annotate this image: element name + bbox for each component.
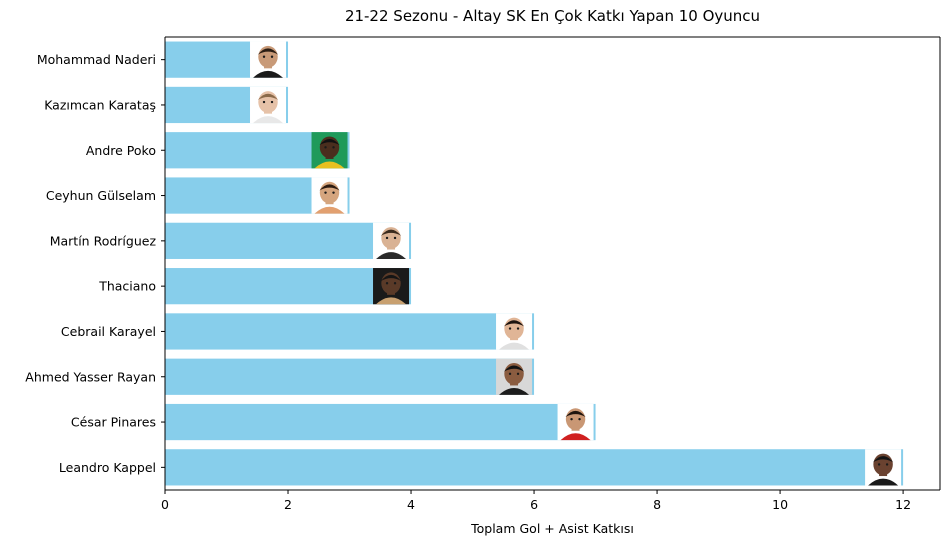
x-axis-ticks: 0 2 4 6 8 10 12 bbox=[161, 490, 911, 512]
photo-hair bbox=[380, 229, 402, 236]
player-photo-3 bbox=[311, 132, 348, 169]
player-photo-2 bbox=[250, 86, 287, 124]
x-axis-label: Toplam Gol + Asist Katkısı bbox=[470, 521, 634, 536]
x-tick-label: 4 bbox=[407, 497, 415, 512]
player-photo-4 bbox=[311, 177, 348, 214]
x-tick-label: 10 bbox=[772, 497, 788, 512]
photo-hair bbox=[873, 456, 894, 463]
photo-shirt bbox=[560, 433, 591, 441]
bar-7 bbox=[165, 313, 535, 350]
y-tick-label: Mohammad Naderi bbox=[37, 52, 156, 67]
y-tick-label: Leandro Kappel bbox=[59, 460, 156, 475]
bar-10 bbox=[165, 449, 904, 486]
player-photo-1 bbox=[250, 41, 287, 78]
x-tick-label: 0 bbox=[161, 497, 169, 512]
photo-eye-left bbox=[324, 146, 327, 149]
photo-eye-right bbox=[332, 191, 335, 194]
photo-eye-right bbox=[516, 327, 520, 330]
photo-eye-left bbox=[877, 463, 881, 466]
photo-eye-right bbox=[885, 463, 889, 466]
photo-eye-right bbox=[516, 372, 520, 376]
bar-5 bbox=[165, 222, 412, 259]
photo-eye-right bbox=[270, 100, 274, 104]
bar-6 bbox=[165, 268, 412, 305]
photo-eye-left bbox=[385, 282, 389, 285]
photo-hair bbox=[503, 320, 525, 327]
photo-hair bbox=[565, 410, 586, 417]
photo-hair bbox=[380, 274, 402, 282]
player-photo-7 bbox=[496, 313, 533, 350]
photo-shirt bbox=[253, 116, 284, 124]
photo-eye-right bbox=[578, 417, 581, 421]
photo-eye-left bbox=[385, 236, 389, 240]
photo-eye-right bbox=[270, 55, 274, 58]
photo-hair bbox=[503, 365, 525, 372]
axes-layer bbox=[164, 36, 941, 491]
photo-shirt bbox=[499, 387, 530, 395]
player-photo-6 bbox=[373, 268, 410, 305]
y-tick-label: Kazımcan Karataş bbox=[44, 97, 156, 112]
x-tick-label: 2 bbox=[284, 497, 292, 512]
photo-shirt bbox=[376, 252, 407, 259]
photo-shirt bbox=[314, 206, 345, 214]
photo-eye-left bbox=[324, 191, 327, 194]
photo-hair bbox=[257, 48, 279, 55]
y-tick-label: César Pinares bbox=[71, 415, 156, 430]
player-photo-5 bbox=[373, 222, 410, 259]
bar-8 bbox=[165, 358, 535, 395]
y-tick-label: Ahmed Yasser Rayan bbox=[25, 369, 156, 384]
y-axis-ticks: Mohammad Naderi Kazımcan Karataş Andre Pok… bbox=[25, 52, 165, 475]
x-tick-label: 8 bbox=[653, 497, 661, 512]
photo-eye-right bbox=[393, 282, 397, 285]
player-photo-8 bbox=[496, 358, 533, 395]
photo-shirt bbox=[499, 342, 530, 350]
photo-eye-left bbox=[570, 417, 573, 421]
y-tick-label: Thaciano bbox=[98, 279, 156, 294]
photo-eye-right bbox=[332, 146, 335, 149]
photo-shirt bbox=[868, 478, 899, 486]
photo-shirt bbox=[253, 70, 284, 78]
photo-eye-left bbox=[508, 372, 512, 376]
photo-shirt bbox=[376, 297, 407, 305]
photo-eye-left bbox=[262, 55, 266, 58]
player-photo-9 bbox=[557, 403, 594, 441]
y-tick-label: Martín Rodríguez bbox=[50, 233, 157, 248]
chart-title: 21-22 Sezonu - Altay SK En Çok Katkı Yap… bbox=[345, 7, 760, 25]
photo-eye-left bbox=[508, 327, 512, 330]
photo-hair bbox=[257, 93, 279, 100]
y-tick-label: Andre Poko bbox=[86, 143, 156, 158]
bar-9 bbox=[165, 403, 596, 441]
photo-eye-left bbox=[262, 100, 266, 104]
player-photo-10 bbox=[865, 449, 902, 486]
photo-eye-right bbox=[393, 236, 397, 240]
photo-hair bbox=[319, 184, 340, 191]
photo-shirt bbox=[314, 161, 345, 169]
y-tick-label: Cebrail Karayel bbox=[61, 324, 156, 339]
player-photos-layer bbox=[250, 41, 902, 486]
photo-hair bbox=[319, 139, 340, 146]
y-tick-label: Ceyhun Gülselam bbox=[46, 188, 156, 203]
x-tick-label: 12 bbox=[895, 497, 911, 512]
x-tick-label: 6 bbox=[530, 497, 538, 512]
